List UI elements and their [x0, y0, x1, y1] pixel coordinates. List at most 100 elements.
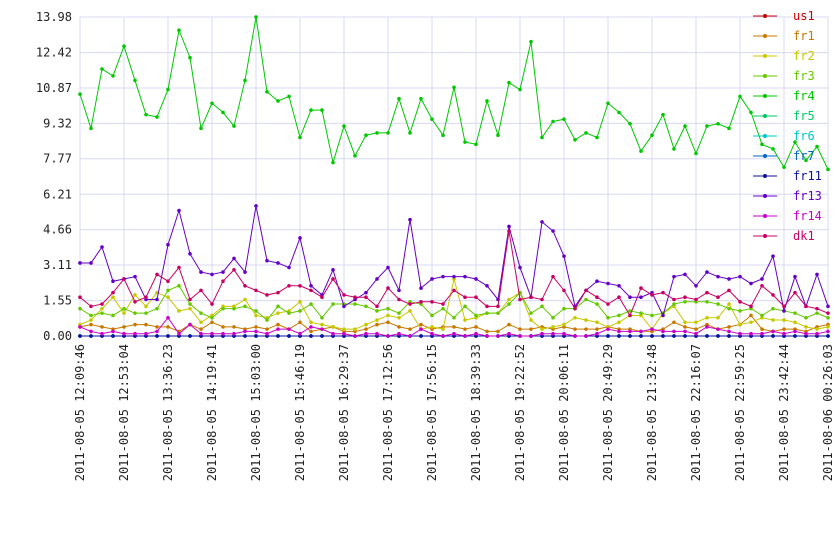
point — [804, 331, 808, 336]
point — [364, 295, 368, 300]
point — [111, 313, 115, 318]
point — [485, 99, 489, 103]
point — [298, 283, 302, 288]
point — [287, 283, 291, 288]
x-tick-label: 2011-08-05 18:39:33 — [469, 344, 483, 481]
point — [793, 311, 797, 315]
point — [133, 293, 137, 297]
point — [287, 311, 291, 315]
point — [562, 288, 566, 293]
point — [474, 142, 478, 147]
point — [496, 133, 500, 137]
y-tick-label: 10.87 — [36, 81, 72, 95]
point — [166, 87, 170, 92]
point — [166, 325, 170, 329]
point — [254, 313, 258, 318]
x-tick-label: 2011-08-05 15:03:00 — [249, 344, 263, 481]
point — [89, 334, 93, 338]
point — [232, 124, 236, 128]
point — [705, 325, 709, 329]
point — [287, 94, 291, 99]
point — [804, 325, 808, 329]
point — [243, 297, 247, 302]
point — [320, 334, 324, 338]
point — [364, 322, 368, 327]
point — [276, 99, 280, 103]
point — [386, 265, 390, 270]
point — [584, 288, 588, 293]
y-tick-label: 7.77 — [43, 152, 72, 166]
legend-marker — [763, 114, 767, 118]
point — [705, 290, 709, 295]
point — [221, 331, 225, 336]
point — [782, 309, 786, 313]
legend-marker — [763, 54, 767, 58]
point — [177, 283, 181, 288]
point — [584, 297, 588, 302]
point — [727, 288, 731, 293]
point — [254, 204, 258, 208]
point — [507, 322, 511, 327]
point — [507, 80, 511, 85]
point — [111, 334, 115, 338]
point — [254, 334, 258, 338]
point — [320, 315, 324, 320]
legend-label: fr7 — [793, 149, 815, 163]
point — [111, 329, 115, 334]
point — [595, 302, 599, 306]
series — [78, 229, 830, 318]
point — [331, 160, 335, 165]
point — [78, 334, 82, 338]
point — [551, 315, 555, 320]
point — [694, 283, 698, 288]
point — [628, 334, 632, 338]
point — [166, 315, 170, 320]
point — [309, 108, 313, 112]
point — [397, 288, 401, 293]
point — [738, 94, 742, 99]
point — [760, 283, 764, 288]
point — [815, 311, 819, 315]
point — [672, 329, 676, 334]
point — [573, 327, 577, 331]
point — [320, 322, 324, 327]
legend-label: us1 — [793, 9, 815, 23]
point — [716, 295, 720, 300]
point — [749, 304, 753, 309]
point — [89, 322, 93, 327]
series-line — [79, 16, 829, 170]
point — [815, 144, 819, 149]
point — [518, 327, 522, 331]
x-tick-label: 2011-08-05 21:32:48 — [645, 344, 659, 481]
point — [815, 327, 819, 331]
point — [441, 302, 445, 306]
point — [122, 306, 126, 311]
point — [639, 149, 643, 153]
point — [276, 322, 280, 327]
point — [793, 329, 797, 334]
point — [408, 302, 412, 306]
point — [331, 331, 335, 336]
point — [683, 124, 687, 128]
point — [430, 117, 434, 122]
point — [133, 331, 137, 336]
point — [463, 295, 467, 300]
point — [540, 331, 544, 336]
point — [254, 309, 258, 313]
point — [100, 311, 104, 315]
point — [419, 286, 423, 290]
point — [221, 110, 225, 115]
point — [331, 268, 335, 272]
point — [672, 320, 676, 325]
point — [683, 329, 687, 334]
point — [111, 290, 115, 295]
point — [155, 306, 159, 311]
point — [386, 131, 390, 135]
point — [265, 293, 269, 297]
point — [793, 290, 797, 295]
point — [738, 309, 742, 313]
point — [452, 85, 456, 90]
legend-marker — [763, 74, 767, 78]
point — [826, 167, 830, 172]
